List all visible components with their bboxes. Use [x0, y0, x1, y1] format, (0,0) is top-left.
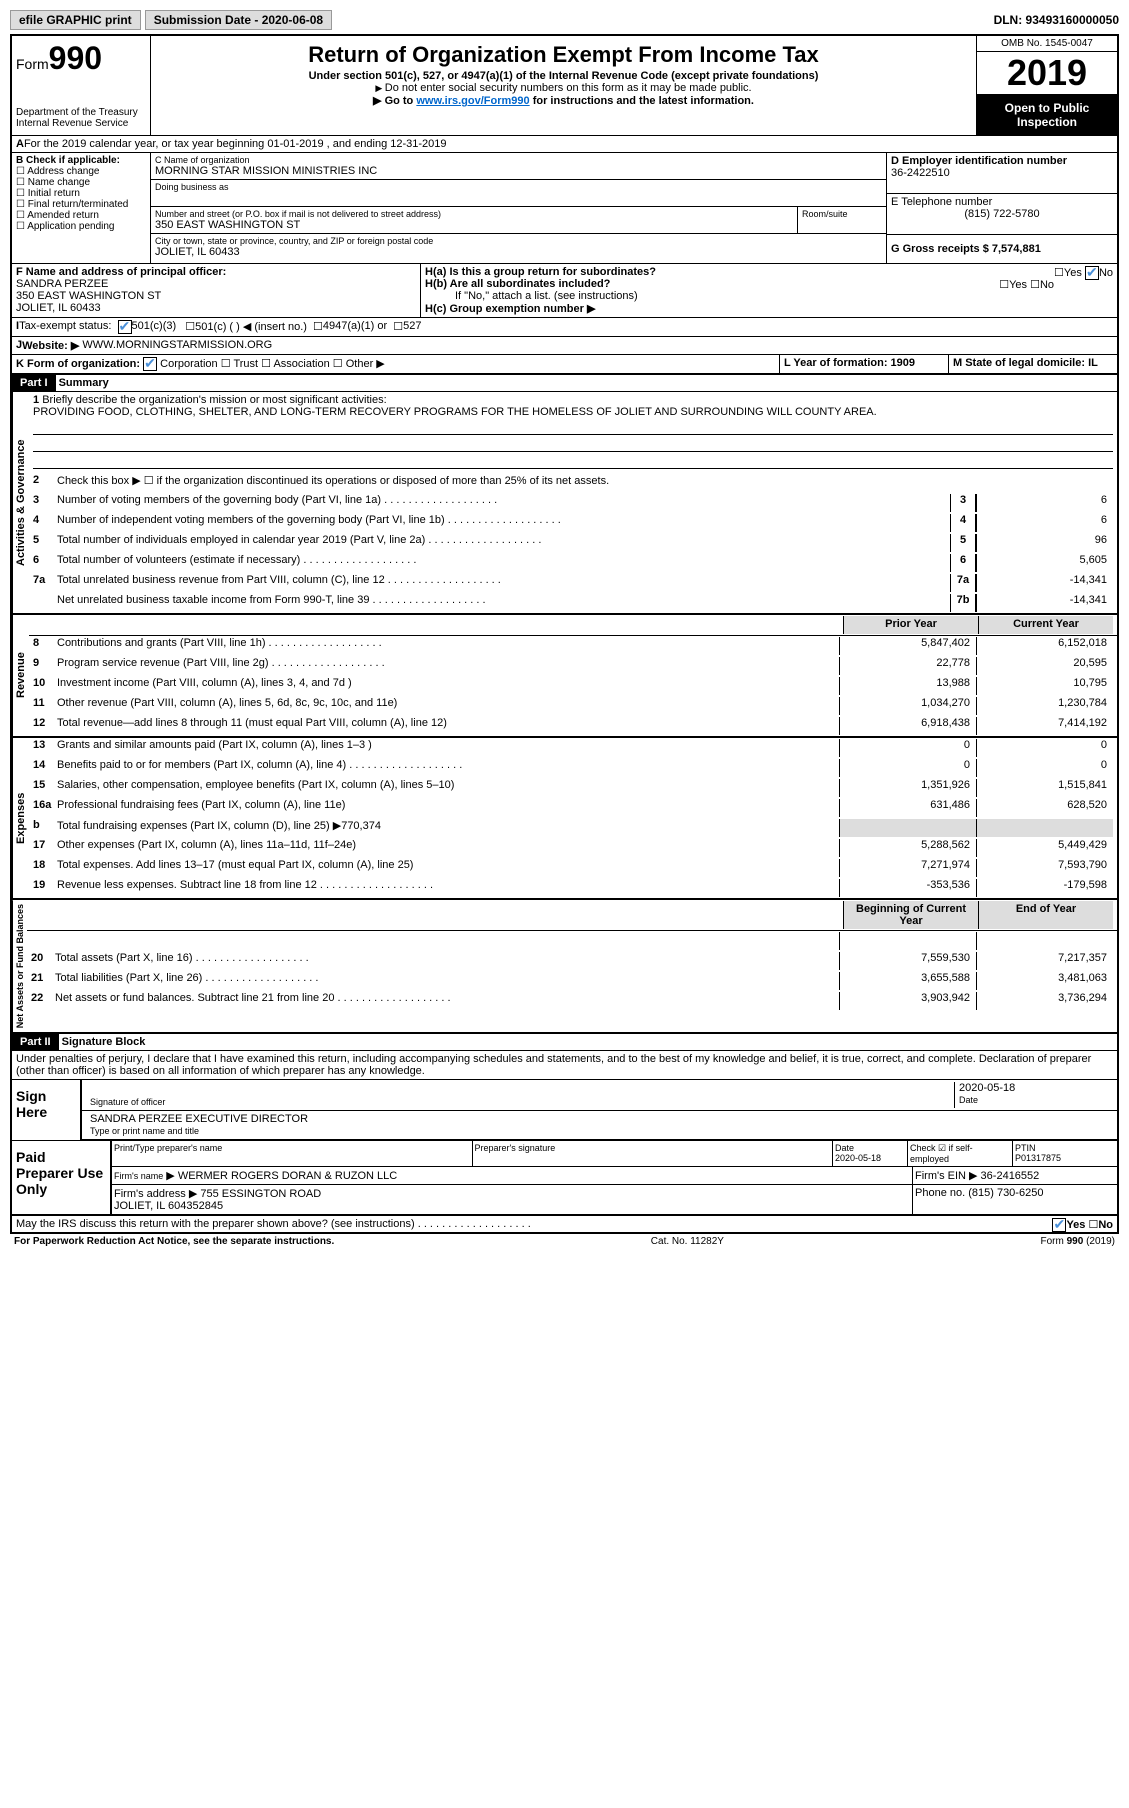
note1: Do not enter social security numbers on … [155, 82, 972, 94]
ein: 36-2422510 [891, 167, 1113, 179]
hc: H(c) Group exemption number ▶ [425, 303, 595, 315]
eoy-hdr: End of Year [978, 901, 1113, 929]
firm-ein: Firm's EIN ▶ 36-2416552 [913, 1167, 1117, 1184]
phone: (815) 722-5780 [891, 208, 1113, 220]
subdate-btn[interactable]: Submission Date - 2020-06-08 [145, 10, 332, 30]
firm-addr: Firm's address ▶ 755 ESSINGTON ROAD [114, 1188, 321, 1200]
sign-here: Sign Here [12, 1080, 80, 1140]
irs-link[interactable]: www.irs.gov/Form990 [416, 95, 529, 107]
l2: Check this box ▶ ☐ if the organization d… [57, 474, 1113, 492]
l-lbl: L Year of formation: 1909 [784, 357, 915, 369]
d-lbl: D Employer identification number [891, 155, 1067, 167]
line-a: A For the 2019 calendar year, or tax yea… [12, 136, 1117, 153]
f-lbl: F Name and address of principal officer: [16, 266, 226, 278]
l4: Number of independent voting members of … [57, 514, 950, 532]
addr-lbl: Number and street (or P.O. box if mail i… [155, 209, 793, 219]
discuss-yes [1052, 1218, 1066, 1232]
form-container: Form990 Department of the Treasury Inter… [10, 34, 1119, 1234]
l11: Other revenue (Part VIII, column (A), li… [57, 697, 839, 715]
box-b: B Check if applicable: ☐ Address change … [12, 153, 151, 263]
efile-btn[interactable]: efile GRAPHIC print [10, 10, 141, 30]
l14: Benefits paid to or for members (Part IX… [57, 759, 839, 777]
paid-prep: Paid Preparer Use Only [12, 1141, 110, 1214]
hb: H(b) Are all subordinates included? [425, 278, 610, 290]
l22: Net assets or fund balances. Subtract li… [55, 992, 839, 1010]
title: Return of Organization Exempt From Incom… [155, 42, 972, 68]
officer-city: JOLIET, IL 60433 [16, 302, 416, 314]
501c3-check [118, 320, 132, 334]
h-note: If "No," attach a list. (see instruction… [425, 290, 1113, 302]
i-lbl: Tax-exempt status: [19, 320, 111, 334]
l10: Investment income (Part VIII, column (A)… [57, 677, 839, 695]
note2: ▶ Go to www.irs.gov/Form990 for instruct… [155, 94, 972, 107]
l16a: Professional fundraising fees (Part IX, … [57, 799, 839, 817]
rev-label: Revenue [12, 615, 29, 736]
officer-sig-name: SANDRA PERZEE EXECUTIVE DIRECTOR [90, 1113, 1109, 1125]
form-label: Form990 [16, 56, 102, 72]
cy-hdr: Current Year [978, 616, 1113, 634]
no-check [1085, 266, 1099, 280]
l8: Contributions and grants (Part VIII, lin… [57, 637, 839, 655]
corp-check [143, 357, 157, 371]
net-label: Net Assets or Fund Balances [12, 900, 27, 1032]
j-lbl: Website: ▶ [22, 339, 79, 352]
l18: Total expenses. Add lines 13–17 (must eq… [57, 859, 839, 877]
dba-lbl: Doing business as [155, 182, 882, 192]
dept: Department of the Treasury [16, 107, 146, 118]
exp-label: Expenses [12, 738, 29, 898]
l12: Total revenue—add lines 8 through 11 (mu… [57, 717, 839, 735]
irs: Internal Revenue Service [16, 118, 146, 129]
mission-lbl: Briefly describe the organization's miss… [42, 394, 386, 406]
city: JOLIET, IL 60433 [155, 246, 882, 258]
l3: Number of voting members of the governin… [57, 494, 950, 512]
mission-txt: PROVIDING FOOD, CLOTHING, SHELTER, AND L… [33, 406, 1113, 418]
firm-phone: Phone no. (815) 730-6250 [913, 1185, 1117, 1214]
py-hdr: Prior Year [843, 616, 978, 634]
officer-name: SANDRA PERZEE [16, 278, 416, 290]
l15: Salaries, other compensation, employee b… [57, 779, 839, 797]
room: Room/suite [798, 207, 886, 233]
subtitle: Under section 501(c), 527, or 4947(a)(1)… [155, 70, 972, 82]
part2-bar: Part II Signature Block [12, 1033, 1117, 1051]
penalty: Under penalties of perjury, I declare th… [12, 1051, 1117, 1080]
k-lbl: K Form of organization: [16, 358, 140, 370]
l21: Total liabilities (Part X, line 26) [55, 972, 839, 990]
part1-bar: Part I Summary [12, 374, 1117, 392]
boy-hdr: Beginning of Current Year [843, 901, 978, 929]
open-inspect: Open to Public Inspection [977, 95, 1117, 135]
topbar: efile GRAPHIC print Submission Date - 20… [10, 10, 1119, 30]
l9: Program service revenue (Part VIII, line… [57, 657, 839, 675]
g-lbl: G Gross receipts $ 7,574,881 [891, 243, 1041, 255]
ha: H(a) Is this a group return for subordin… [425, 266, 656, 278]
e-lbl: E Telephone number [891, 196, 992, 208]
c-lbl: C Name of organization [155, 155, 882, 165]
l13: Grants and similar amounts paid (Part IX… [57, 739, 839, 757]
footer: For Paperwork Reduction Act Notice, see … [10, 1234, 1119, 1249]
l17: Other expenses (Part IX, column (A), lin… [57, 839, 839, 857]
l6: Total number of volunteers (estimate if … [57, 554, 950, 572]
gov-label: Activities & Governance [12, 392, 29, 613]
city-lbl: City or town, state or province, country… [155, 236, 882, 246]
l19: Revenue less expenses. Subtract line 18 … [57, 879, 839, 897]
l5: Total number of individuals employed in … [57, 534, 950, 552]
l16b: Total fundraising expenses (Part IX, col… [57, 819, 839, 837]
year: 2019 [977, 52, 1117, 95]
addr: 350 EAST WASHINGTON ST [155, 219, 793, 231]
l7a: Total unrelated business revenue from Pa… [57, 574, 950, 592]
l7b: Net unrelated business taxable income fr… [57, 594, 950, 612]
m-lbl: M State of legal domicile: IL [953, 357, 1098, 369]
omb: OMB No. 1545-0047 [977, 36, 1117, 52]
header: Form990 Department of the Treasury Inter… [12, 36, 1117, 136]
officer-addr: 350 EAST WASHINGTON ST [16, 290, 416, 302]
website: WWW.MORNINGSTARMISSION.ORG [82, 339, 272, 352]
dln: DLN: 93493160000050 [994, 13, 1119, 27]
l20: Total assets (Part X, line 16) [55, 952, 839, 970]
org-name: MORNING STAR MISSION MINISTRIES INC [155, 165, 882, 177]
discuss: May the IRS discuss this return with the… [12, 1216, 1117, 1232]
firm-name: WERMER ROGERS DORAN & RUZON LLC [178, 1170, 397, 1182]
